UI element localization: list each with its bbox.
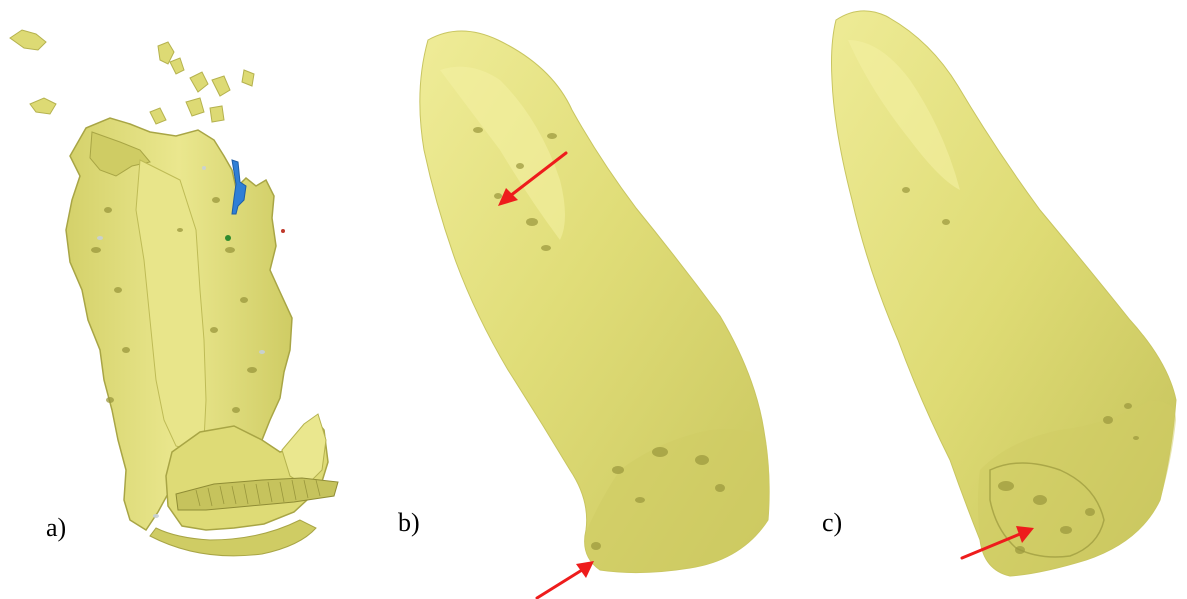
reconstruction-crest bbox=[89, 131, 151, 177]
debris-fragment bbox=[209, 105, 225, 123]
root-shading-b bbox=[584, 429, 770, 573]
reconstruction-base bbox=[149, 519, 317, 557]
debris-fragment bbox=[157, 41, 175, 65]
red-marker-icon bbox=[281, 229, 285, 233]
debris-fragment bbox=[169, 57, 185, 75]
surface-pits-c bbox=[902, 187, 1139, 554]
panel-label-b: b) bbox=[398, 508, 420, 537]
panel-c-model bbox=[831, 10, 1177, 577]
root-highlight-b bbox=[440, 66, 565, 241]
root-patch-c bbox=[989, 462, 1105, 558]
debris-fragment bbox=[189, 71, 209, 93]
reconstruction-band bbox=[175, 477, 339, 511]
blue-marker-icon bbox=[231, 159, 247, 215]
debris-fragment bbox=[9, 29, 47, 51]
arrow-c bbox=[960, 526, 1034, 560]
debris-fragment bbox=[211, 75, 231, 97]
surface-gaps bbox=[97, 166, 265, 518]
surface-pits-b bbox=[473, 127, 725, 550]
surface-pits bbox=[91, 197, 257, 413]
debris-fragment bbox=[29, 97, 57, 115]
panel-a-model bbox=[9, 29, 339, 557]
debris-fragment bbox=[149, 107, 167, 125]
reconstruction-crown-lobe bbox=[281, 413, 327, 487]
debris-fragment bbox=[241, 69, 255, 87]
panel-label-c: c) bbox=[822, 508, 843, 537]
arrow-b-lower bbox=[535, 561, 594, 599]
arrow-b-upper bbox=[498, 151, 568, 206]
root-highlight-c bbox=[848, 40, 960, 190]
panel-label-a: a) bbox=[46, 513, 67, 542]
debris-fragment bbox=[185, 97, 205, 117]
panel-b-model bbox=[419, 30, 770, 574]
green-marker-icon bbox=[225, 235, 231, 241]
band-texture bbox=[195, 479, 321, 507]
